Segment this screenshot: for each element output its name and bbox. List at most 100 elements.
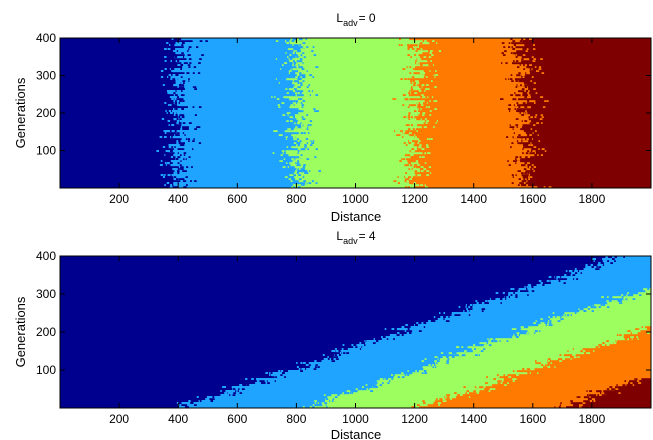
heatmap-cell (297, 78, 299, 80)
heatmap-cell (409, 132, 412, 134)
heatmap-cell (305, 168, 421, 171)
heatmap-cell (381, 338, 493, 341)
heatmap-cell (289, 174, 292, 176)
heatmap-cell (420, 64, 423, 66)
heatmap-cell (414, 136, 513, 139)
heatmap-cell (271, 96, 273, 98)
heatmap-cell (426, 40, 429, 42)
heatmap-cell (261, 382, 264, 384)
heatmap-cell (173, 182, 308, 185)
x-tick-label: 1800 (579, 192, 606, 206)
heatmap-cell (186, 166, 189, 168)
heatmap-cell (170, 164, 291, 167)
heatmap-cell (180, 156, 303, 159)
heatmap-cell (572, 270, 575, 272)
heatmap-cell (289, 98, 405, 101)
heatmap-cell (376, 384, 380, 386)
heatmap-cell (520, 112, 524, 114)
heatmap-cell (401, 334, 404, 336)
heatmap-cell (185, 88, 289, 91)
heatmap-cell (399, 38, 401, 40)
heatmap-cell (598, 266, 602, 268)
heatmap-cell (552, 312, 555, 314)
heatmap-cell (540, 282, 543, 284)
heatmap-cell (532, 168, 534, 170)
heatmap-cell (177, 114, 180, 116)
heatmap-cell (628, 298, 652, 301)
heatmap-cell (458, 354, 462, 356)
x-axis-label: Distance (331, 427, 382, 440)
heatmap-cell (500, 302, 502, 304)
heatmap-cell (530, 142, 532, 144)
heatmap-cell (521, 180, 525, 182)
heatmap-cell (182, 66, 304, 69)
y-tick-label: 100 (36, 363, 56, 377)
heatmap-cell (311, 90, 313, 92)
heatmap-cell (270, 374, 274, 376)
title-subscript: adv (343, 18, 358, 28)
heatmap-cell (577, 270, 580, 272)
heatmap-cell (529, 372, 531, 374)
heatmap-cell (295, 60, 297, 62)
heatmap-cell (187, 404, 324, 407)
heatmap-cell (532, 68, 652, 71)
heatmap-cell (526, 288, 528, 290)
heatmap-cell (511, 126, 515, 128)
heatmap-cell (184, 186, 187, 188)
heatmap-cell (446, 360, 449, 362)
heatmap-cell (446, 356, 449, 358)
heatmap-cell (566, 278, 652, 281)
heatmap-cell (534, 116, 537, 118)
heatmap-cell (589, 400, 592, 402)
heatmap-cell (389, 334, 519, 337)
heatmap-cell (415, 104, 418, 106)
heatmap-cell (297, 54, 301, 56)
heatmap-cell (412, 164, 414, 166)
heatmap-cell (528, 116, 531, 118)
heatmap-cell (521, 164, 652, 167)
heatmap-cell (522, 54, 526, 56)
heatmap-cell (294, 166, 417, 169)
heatmap-cell (303, 94, 410, 97)
heatmap-cell (540, 318, 543, 320)
y-tick-label: 400 (36, 31, 56, 45)
heatmap-cell (587, 398, 590, 400)
heatmap-cell (170, 136, 297, 139)
heatmap-cell (414, 82, 416, 84)
heatmap-cell (176, 402, 179, 404)
heatmap-cell (175, 60, 303, 63)
heatmap-cell (313, 368, 317, 370)
heatmap-cell (415, 84, 418, 86)
heatmap-cell (418, 62, 420, 64)
heatmap-cell (288, 70, 292, 72)
heatmap-cell (160, 76, 164, 78)
heatmap-cell (430, 172, 432, 174)
heatmap-cell (427, 120, 429, 122)
heatmap-cell (421, 126, 523, 129)
heatmap-cell (576, 278, 579, 280)
heatmap-cell (269, 372, 271, 374)
heatmap-cell (497, 380, 500, 382)
heatmap-cell (246, 384, 250, 386)
heatmap-cell (174, 130, 177, 132)
heatmap-cell (421, 108, 424, 110)
heatmap-cell (429, 70, 431, 72)
heatmap-cell (416, 406, 420, 408)
heatmap-cell (438, 50, 442, 52)
heatmap-cell (295, 50, 297, 52)
heatmap-cell (538, 140, 541, 142)
heatmap-cell (524, 120, 528, 122)
heatmap-cell (503, 374, 652, 377)
heatmap-cell (526, 286, 529, 288)
heatmap-cell (433, 402, 572, 405)
heatmap-cell (523, 144, 526, 146)
heatmap-cell (450, 398, 452, 400)
heatmap-cell (512, 136, 652, 139)
heatmap-cell (181, 138, 294, 141)
heatmap-cell (533, 88, 536, 90)
heatmap-cell (185, 184, 188, 186)
heatmap-cell (515, 162, 517, 164)
heatmap-cell (636, 380, 640, 382)
heatmap-cell (525, 112, 528, 114)
heatmap-cell (566, 406, 652, 409)
